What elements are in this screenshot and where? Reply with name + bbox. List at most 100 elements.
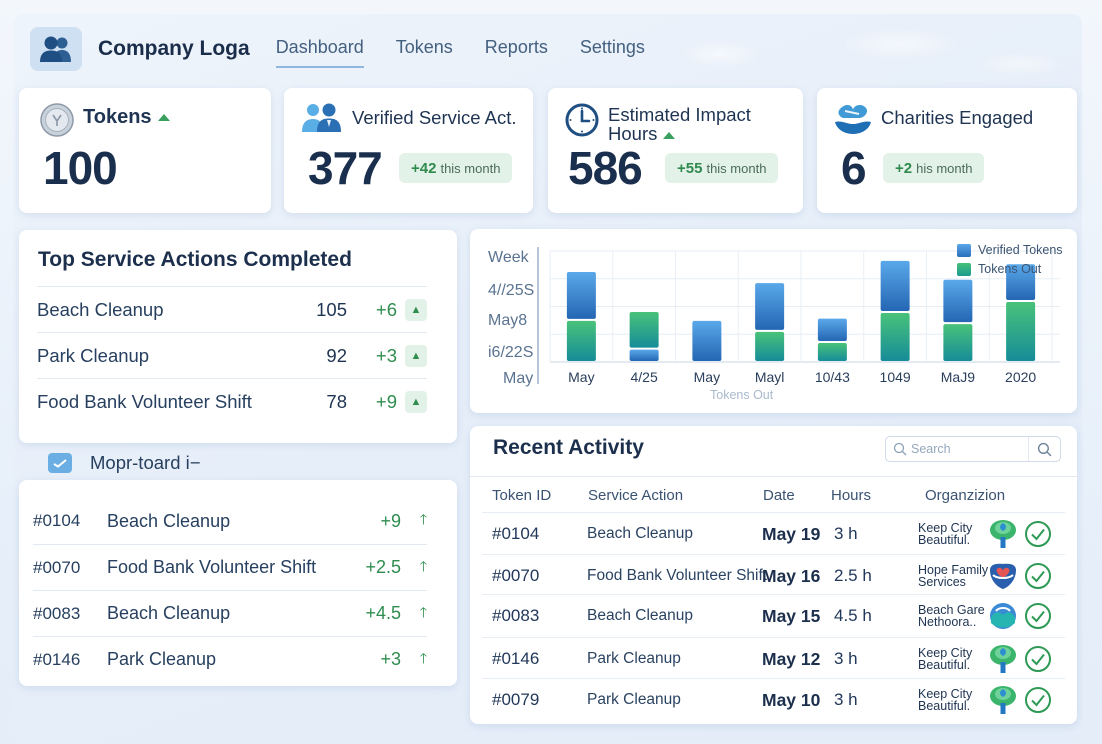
stat-card-verified-service[interactable]: Verified Service Act. 377 +42 this month: [284, 88, 533, 213]
bar-verified-tokens[interactable]: [880, 260, 910, 312]
list-item[interactable]: #0146 Park Cleanup +3 🡑: [33, 636, 427, 682]
divider: [470, 476, 1077, 477]
table-row[interactable]: #0083 Beach Cleanup May 15 4.5 h Beach Gare N…: [482, 594, 1065, 636]
legend-item-verified-tokens[interactable]: Verified Tokens: [957, 243, 1063, 257]
check-circle-icon: [1024, 638, 1052, 680]
arrow-up-icon: 🡑: [419, 557, 427, 574]
bar-tokens-out[interactable]: [817, 343, 847, 361]
table-row[interactable]: #0070 Food Bank Volunteer Shift May 16 2.5 …: [482, 554, 1065, 596]
stat-value: 100: [43, 142, 118, 194]
bar-tokens-out[interactable]: [566, 320, 596, 361]
arrow-up-icon: 🡑: [419, 649, 427, 666]
token-id[interactable]: #0104: [492, 524, 540, 543]
bar-tokens-out[interactable]: [755, 331, 785, 361]
stat-title: Tokens: [83, 106, 152, 128]
people-icon: [300, 102, 344, 138]
company-name: Company Loga: [98, 37, 250, 60]
world-map-background: [600, 14, 1080, 84]
stat-card-charities[interactable]: Charities Engaged 6 +2 his month: [817, 88, 1077, 213]
date: May 15: [762, 605, 821, 626]
arrow-up-icon: ▲: [405, 390, 427, 413]
column-header[interactable]: Date: [763, 487, 795, 504]
column-header[interactable]: Hours: [831, 487, 872, 504]
bar-verified-tokens[interactable]: [1006, 264, 1036, 300]
trend-up-icon: [663, 131, 676, 139]
bar-tokens-out[interactable]: [880, 313, 910, 361]
stat-card-impact-hours[interactable]: Estimated Impact Hours 586 +55 this month: [548, 88, 803, 213]
mopr-toggle[interactable]: Mopr-toard i−: [48, 452, 201, 474]
list-item[interactable]: #0070 Food Bank Volunteer Shift +2.5 🡑: [33, 544, 427, 590]
column-header[interactable]: Token ID: [492, 487, 552, 504]
y-tick-label: i6/22S: [488, 344, 534, 361]
table-row[interactable]: #0146 Park Cleanup May 12 3 h Keep City Beaut…: [482, 637, 1065, 679]
x-tick-label: 1049: [880, 369, 911, 385]
delta-badge: +2 his month: [883, 153, 985, 183]
hours: 3 h: [834, 690, 858, 709]
search-placeholder: Search: [911, 442, 951, 456]
coin-icon: [39, 102, 75, 138]
heart-hand-icon: [833, 102, 873, 138]
y-tick-label: Week: [488, 249, 529, 266]
x-tick-label: MaJ9: [941, 369, 975, 385]
column-header[interactable]: Service Action: [588, 487, 684, 504]
stat-title-line2: Hours: [608, 123, 658, 144]
token-id[interactable]: #0083: [492, 606, 540, 625]
bar-tokens-out[interactable]: [943, 324, 973, 361]
token-id[interactable]: #0070: [492, 566, 540, 585]
table-row[interactable]: #0079 Park Cleanup May 10 3 h Keep City Beaut…: [482, 678, 1065, 720]
bar-verified-tokens[interactable]: [692, 320, 722, 361]
date: May 10: [762, 689, 821, 710]
list-item[interactable]: #0083 Beach Cleanup +4.5 🡑: [33, 590, 427, 636]
search-button[interactable]: [1028, 437, 1060, 461]
date: May 16: [762, 565, 821, 586]
delta-badge: +42 this month: [399, 153, 513, 183]
x-tick-label: Mayl: [755, 369, 785, 385]
service-action: Park Cleanup: [587, 650, 681, 667]
trend-up-icon: [157, 114, 170, 121]
list-item[interactable]: Food Bank Volunteer Shift 78 +9 ▲: [37, 378, 427, 424]
nav-reports[interactable]: Reports: [484, 36, 548, 57]
table-row[interactable]: #0104 Beach Cleanup May 19 3 h Keep City Beau…: [482, 512, 1065, 554]
service-action: Beach Cleanup: [587, 607, 693, 624]
bar-verified-tokens[interactable]: [755, 283, 785, 330]
bar-tokens-out[interactable]: [1006, 301, 1036, 361]
bar-verified-tokens[interactable]: [566, 271, 596, 319]
arrow-up-icon: ▲: [405, 344, 427, 367]
nav-settings[interactable]: Settings: [579, 36, 645, 57]
stat-value: 586: [568, 142, 643, 194]
service-action: Food Bank Volunteer Shift: [587, 567, 768, 584]
list-item[interactable]: Park Cleanup 92 +3 ▲: [37, 332, 427, 378]
top-service-actions-card: Top Service Actions Completed Beach Clea…: [19, 230, 457, 443]
bar-verified-tokens[interactable]: [943, 279, 973, 323]
stat-title: Verified Service Act.: [352, 107, 517, 128]
bar-tokens-out[interactable]: [629, 311, 659, 348]
recent-activity-card: Recent Activity Search Token ID Service …: [470, 426, 1077, 724]
x-tick-label: 2020: [1005, 369, 1036, 385]
bar-verified-tokens[interactable]: [817, 318, 847, 342]
column-header[interactable]: Organzizion: [925, 487, 1006, 504]
hours: 3 h: [834, 649, 858, 668]
checkbox-checked-icon[interactable]: [48, 453, 72, 473]
list-item[interactable]: #0104 Beach Cleanup +9 🡑: [33, 498, 427, 544]
bar-verified-tokens[interactable]: [629, 349, 659, 361]
clock-icon: [564, 102, 600, 138]
token-id[interactable]: #0079: [492, 690, 540, 709]
legend-item-tokens-out[interactable]: Tokens Out: [957, 262, 1063, 276]
token-id[interactable]: #0146: [492, 649, 540, 668]
date: May 19: [762, 523, 821, 544]
list-item[interactable]: Beach Cleanup 105 +6 ▲: [37, 286, 427, 332]
bar-chart: May 4/25 May Mayl 10/43 1049 MaJ9 2020: [537, 247, 1060, 385]
legend-swatch: [957, 262, 971, 276]
delta-badge: +55 this month: [665, 153, 779, 183]
hours: 2.5 h: [834, 566, 872, 585]
nav-dashboard[interactable]: Dashboard: [275, 37, 364, 68]
nav-tokens[interactable]: Tokens: [395, 36, 453, 57]
date: May 12: [762, 648, 821, 669]
check-circle-icon: [1024, 555, 1052, 597]
stat-card-tokens[interactable]: Tokens 100: [19, 88, 271, 213]
search-input[interactable]: Search: [885, 436, 1061, 462]
y-tick-label: May8: [488, 312, 528, 329]
service-action: Park Cleanup: [587, 691, 681, 708]
tokens-chart-card: Week 4//25S May8 i6/22S May May 4/25 May Ma…: [470, 229, 1077, 413]
tree-icon: [987, 513, 1019, 555]
